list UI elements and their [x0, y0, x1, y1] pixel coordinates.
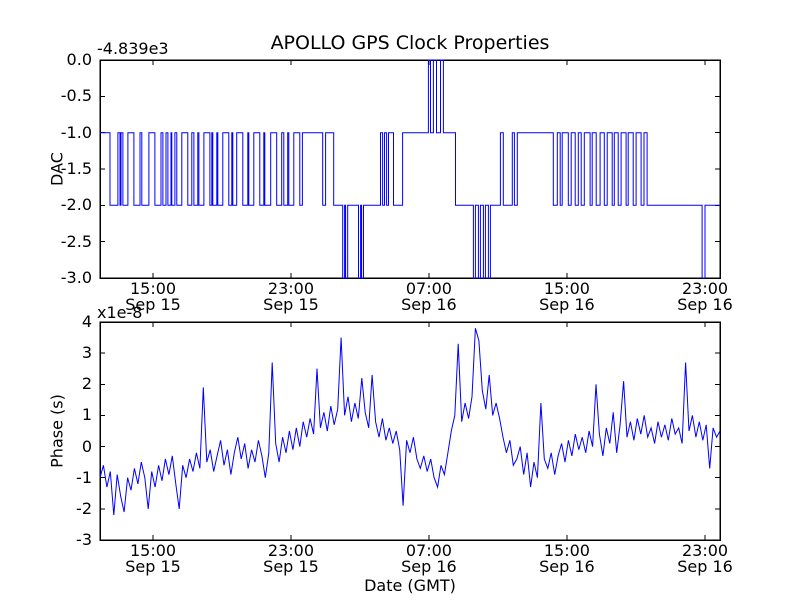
dac-subplot-frame	[99, 59, 721, 279]
phase-subplot-y-tick-label: -2	[76, 498, 92, 518]
phase-subplot-y-tick-label: 2	[81, 374, 92, 394]
dac-subplot-y-tick-label: -0.5	[60, 86, 92, 106]
phase-subplot-x-tick-label: 23:00 Sep 15	[263, 541, 319, 576]
phase-subplot-x-tick-label: 23:00 Sep 16	[677, 541, 733, 576]
phase-subplot-y-tick-label: 1	[81, 405, 92, 425]
phase-subplot-x-tick-label: 15:00 Sep 15	[125, 541, 181, 576]
dac-subplot-x-tick-label: 23:00 Sep 15	[263, 279, 319, 314]
x-axis-label: Date (GMT)	[364, 576, 456, 595]
dac-y-offset-text: -4.839e3	[97, 39, 169, 58]
phase-subplot-y-tick-label: -3	[76, 530, 92, 549]
phase-y-offset-text: x1e-8	[97, 303, 143, 322]
phase-subplot-data-line	[99, 328, 721, 516]
dac-subplot-y-tick-label: -1.5	[60, 159, 92, 178]
phase-subplot-y-tick-label: 0	[81, 436, 92, 456]
phase-subplot-x-tick-label: 15:00 Sep 16	[539, 541, 595, 576]
phase-subplot-x-tick-label: 07:00 Sep 16	[401, 541, 457, 576]
dac-subplot-y-tick-label: -3.0	[60, 268, 92, 287]
figure-title: APOLLO GPS Clock Properties	[270, 32, 550, 54]
dac-subplot-y-tick-label: -2.0	[60, 195, 92, 215]
dac-subplot-y-tick-label: -2.5	[60, 231, 92, 251]
dac-subplot-x-tick-label: 15:00 Sep 15	[125, 279, 181, 314]
dac-subplot-x-tick-label: 23:00 Sep 16	[677, 279, 733, 314]
phase-subplot-y-tick-label: 4	[81, 312, 92, 331]
phase-subplot-y-tick-label: 3	[81, 343, 92, 363]
dac-subplot-x-tick-label: 15:00 Sep 16	[539, 279, 595, 314]
phase-y-axis-label: Phase (s)	[47, 394, 67, 468]
dac-subplot-y-tick-label: 0.0	[66, 50, 92, 69]
dac-subplot-x-tick-label: 07:00 Sep 16	[401, 279, 457, 314]
dac-subplot-data-line	[100, 59, 720, 279]
dac-subplot-y-tick-label: -1.0	[60, 122, 92, 142]
phase-subplot-y-tick-label: -1	[76, 467, 92, 487]
